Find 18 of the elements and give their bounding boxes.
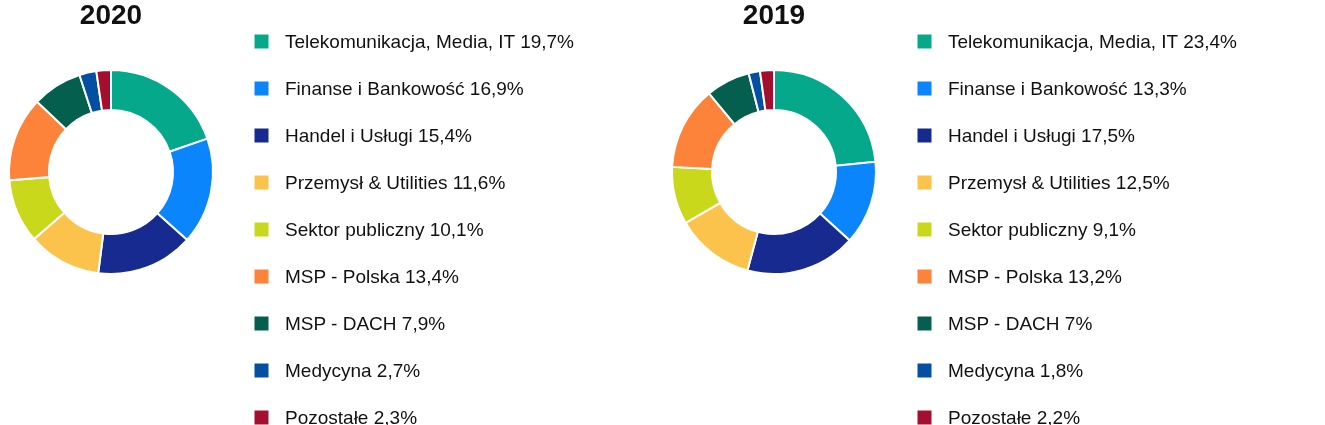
legend-label: Przemysł & Utilities 11,6% [285,171,506,193]
legend-label: Finanse i Bankowość 13,3% [947,77,1187,99]
legend-label: Handel i Usługi 15,4% [285,124,473,146]
legend-label: Telekomunikacja, Media, IT 19,7% [285,30,575,52]
legend-label: MSP - DACH 7% [947,312,1092,334]
legend-label: Finanse i Bankowość 16,9% [285,77,524,99]
legend-label: Przemysł & Utilities 12,5% [947,171,1170,193]
legend-label: MSP - Polska 13,4% [285,265,459,287]
legend-label: Telekomunikacja, Media, IT 23,4% [947,30,1237,52]
legend-label: Sektor publiczny 10,1% [285,218,484,240]
legend-label: MSP - DACH 7,9% [285,312,446,334]
legend-label: Handel i Usługi 17,5% [947,124,1135,146]
legend-label: MSP - Polska 13,2% [947,265,1122,287]
chart-title: 2019 [742,0,805,30]
chart-title: 2020 [79,0,143,30]
legend-label: Medycyna 2,7% [285,359,421,381]
legend-label: Medycyna 1,8% [947,359,1083,381]
legend-label: Sektor publiczny 9,1% [947,218,1136,240]
